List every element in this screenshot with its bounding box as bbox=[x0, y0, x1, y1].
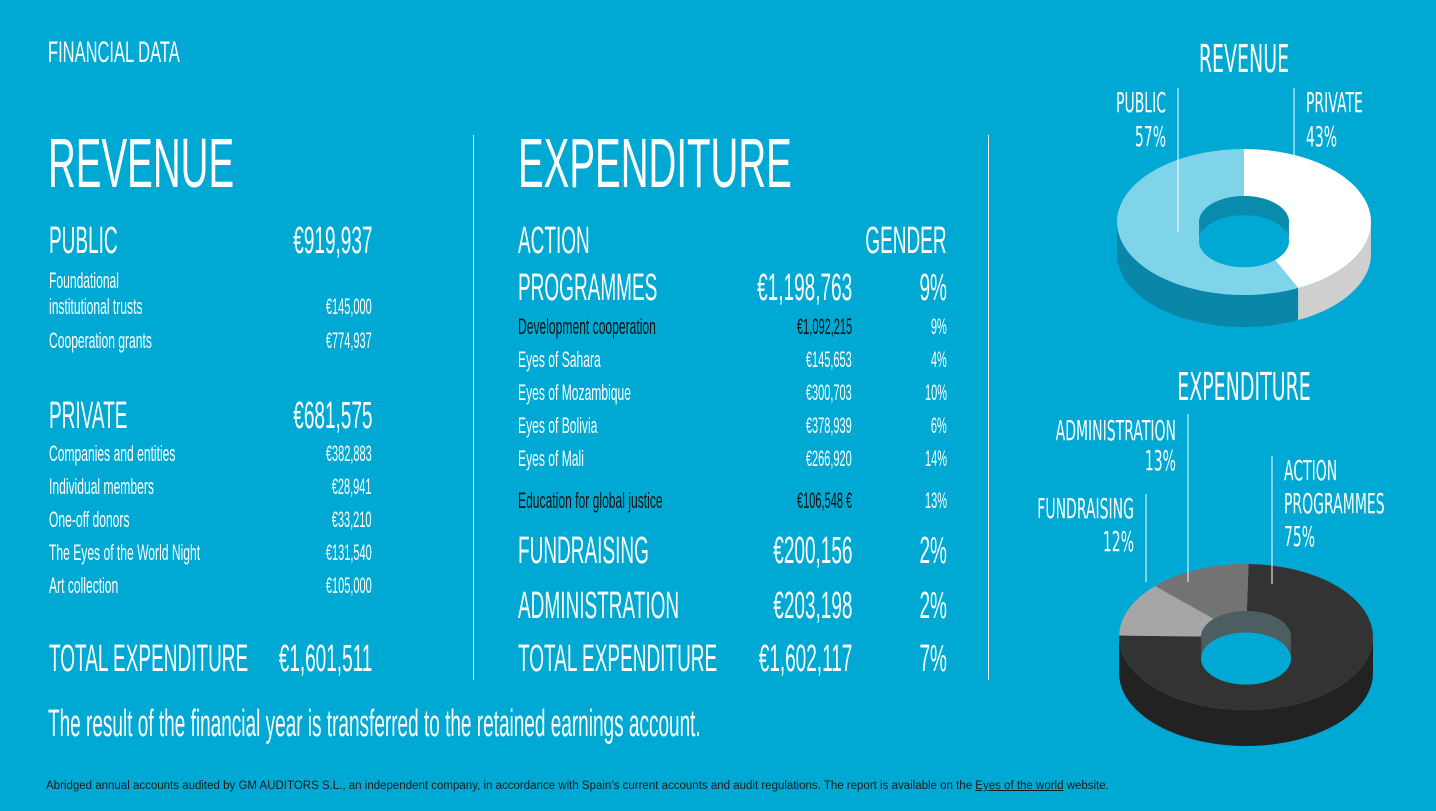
revenue-item-amount: €145,000 bbox=[326, 294, 372, 319]
fundraising-gender: 2% bbox=[919, 530, 947, 572]
action-chart-label2: PROGRAMMES bbox=[1284, 488, 1385, 521]
country-gender: 4% bbox=[931, 347, 947, 372]
revenue-donut-chart bbox=[1117, 149, 1371, 327]
revenue-item-label: Foundational bbox=[49, 268, 119, 293]
revenue-item-amount: €774,937 bbox=[326, 328, 372, 353]
action-label: ACTION bbox=[518, 220, 590, 262]
country-gender: 14% bbox=[924, 446, 947, 471]
action-gender: 9% bbox=[919, 267, 947, 309]
expenditure-total-amount: €1,602,117 bbox=[758, 638, 852, 680]
gender-header: GENDER bbox=[865, 220, 947, 262]
revenue-item-label: Cooperation grants bbox=[49, 328, 152, 353]
public-amount: €919,937 bbox=[292, 220, 372, 262]
donut-hole bbox=[1199, 215, 1289, 268]
website-link[interactable]: Eyes of the world bbox=[975, 780, 1064, 792]
donut-hole-wall bbox=[1199, 196, 1289, 242]
action-chart-pct: 75% bbox=[1284, 521, 1315, 554]
revenue-item-amount: €28,941 bbox=[332, 474, 372, 499]
revenue-item-label: Art collection bbox=[49, 573, 119, 598]
result-note: The result of the financial year is tran… bbox=[48, 703, 701, 745]
donut-side-0 bbox=[1298, 222, 1371, 321]
column-divider bbox=[988, 135, 989, 680]
private-chart-pct: 43% bbox=[1306, 121, 1337, 154]
administration-chart-label: ADMINISTRATION bbox=[1056, 415, 1176, 448]
development-label: Development cooperation bbox=[518, 314, 656, 339]
country-gender: 10% bbox=[924, 380, 947, 405]
fundraising-label: FUNDRAISING bbox=[518, 530, 649, 572]
revenue-item-amount: €131,540 bbox=[326, 540, 372, 565]
public-label: PUBLIC bbox=[49, 220, 118, 262]
education-amount: €106,548 € bbox=[796, 488, 852, 513]
education-gender: 13% bbox=[924, 488, 947, 513]
country-label: Eyes of Bolivia bbox=[518, 413, 598, 438]
column-divider bbox=[473, 135, 474, 680]
fundraising-amount: €200,156 bbox=[772, 530, 852, 572]
donut-hole-wall bbox=[1201, 611, 1291, 659]
education-label: Education for global justice bbox=[518, 488, 663, 513]
expenditure-total-label: TOTAL EXPENDITURE bbox=[518, 638, 718, 680]
private-chart-label: PRIVATE bbox=[1306, 87, 1363, 120]
development-amount: €1,092,215 bbox=[796, 314, 852, 339]
revenue-item-amount: €105,000 bbox=[326, 573, 372, 598]
private-amount: €681,575 bbox=[292, 395, 372, 437]
country-amount: €378,939 bbox=[806, 413, 852, 438]
donut-hole bbox=[1201, 632, 1291, 685]
donut-slice-1 bbox=[1119, 585, 1214, 637]
revenue-item-label: Individual members bbox=[49, 474, 154, 499]
action-label: PROGRAMMES bbox=[518, 267, 658, 309]
public-chart-pct: 57% bbox=[1135, 121, 1166, 154]
country-label: Eyes of Sahara bbox=[518, 347, 601, 372]
private-label: PRIVATE bbox=[49, 395, 128, 437]
footer-text: Abridged annual accounts audited by GM A… bbox=[46, 780, 976, 792]
donut-side-1 bbox=[1117, 222, 1299, 327]
revenue-item-label: One-off donors bbox=[49, 507, 130, 532]
fundraising-chart-pct: 12% bbox=[1103, 526, 1134, 559]
expenditure-heading: EXPENDITURE bbox=[518, 124, 792, 202]
revenue-item-label: institutional trusts bbox=[49, 294, 143, 319]
revenue-item-label: The Eyes of the World Night bbox=[49, 540, 201, 565]
country-amount: €145,653 bbox=[806, 347, 852, 372]
public-chart-label: PUBLIC bbox=[1116, 87, 1166, 120]
page-title: FINANCIAL DATA bbox=[48, 36, 180, 69]
administration-label: ADMINISTRATION bbox=[518, 585, 680, 627]
action-amount: €1,198,763 bbox=[756, 267, 852, 309]
revenue-chart-title: REVENUE bbox=[1199, 38, 1289, 82]
revenue-item-label: Companies and entities bbox=[49, 441, 176, 466]
revenue-total-amount: €1,601,511 bbox=[278, 638, 372, 680]
administration-amount: €203,198 bbox=[772, 585, 852, 627]
country-label: Eyes of Mozambique bbox=[518, 380, 631, 405]
revenue-item-amount: €33,210 bbox=[332, 507, 372, 532]
footer-note: Abridged annual accounts audited by GM A… bbox=[46, 780, 1109, 792]
country-label: Eyes of Mali bbox=[518, 446, 584, 471]
development-gender: 9% bbox=[931, 314, 947, 339]
administration-gender: 2% bbox=[919, 585, 947, 627]
donut-slice-2 bbox=[1155, 564, 1249, 619]
country-gender: 6% bbox=[931, 413, 947, 438]
donut-slice-0 bbox=[1119, 564, 1373, 710]
country-amount: €266,920 bbox=[806, 446, 852, 471]
footer-suffix: website. bbox=[1063, 780, 1109, 792]
revenue-item-amount: €382,883 bbox=[326, 441, 372, 466]
revenue-heading: REVENUE bbox=[48, 124, 235, 202]
revenue-total-label: TOTAL EXPENDITURE bbox=[49, 638, 249, 680]
expenditure-donut-chart bbox=[1119, 564, 1373, 746]
administration-chart-pct: 13% bbox=[1145, 445, 1176, 478]
action-chart-label: ACTION bbox=[1284, 455, 1337, 488]
donut-side-0 bbox=[1119, 637, 1373, 746]
expenditure-chart-title: EXPENDITURE bbox=[1177, 366, 1311, 410]
expenditure-total-gender: 7% bbox=[919, 638, 947, 680]
country-amount: €300,703 bbox=[806, 380, 852, 405]
fundraising-chart-label: FUNDRAISING bbox=[1037, 493, 1134, 526]
